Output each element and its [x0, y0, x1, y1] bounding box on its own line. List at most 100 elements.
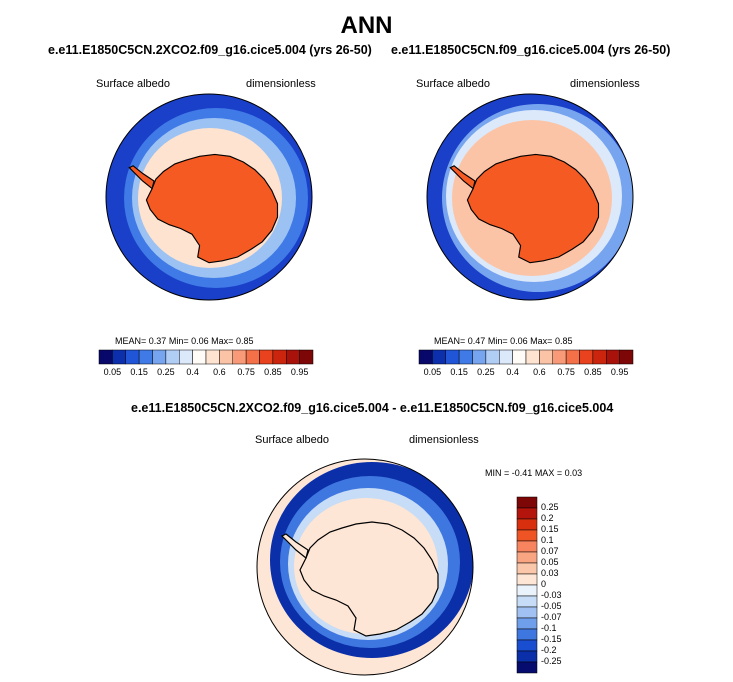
diff-colorbar-tick-label: 0.2: [541, 513, 554, 523]
diff-colorbar-swatch: [516, 617, 538, 630]
right-colorbar-swatch: [472, 349, 487, 365]
left-colorbar-swatch: [152, 349, 167, 365]
diff-colorbar-tick-label: -0.05: [541, 601, 562, 611]
right-colorbar-tick-label: 0.4: [506, 367, 519, 377]
diff-map: [256, 458, 474, 676]
right-colorbar-tick-label: 0.6: [533, 367, 546, 377]
left-colorbar-tick-label: 0.05: [103, 367, 122, 377]
diff-colorbar-tick-label: -0.15: [541, 634, 562, 644]
diff-min-value: -0.41: [511, 468, 533, 478]
diff-colorbar-tick-label: 0.25: [541, 502, 559, 512]
diff-variable-label: Surface albedo: [255, 434, 329, 446]
left-max-label: Max=: [211, 336, 234, 346]
right-colorbar-swatch: [512, 349, 527, 365]
diff-colorbar-swatch: [516, 507, 538, 520]
left-colorbar-swatch: [219, 349, 233, 365]
right-mean-label: MEAN=: [434, 336, 466, 346]
right-colorbar-swatch: [432, 349, 446, 365]
right-units-label: dimensionless: [570, 78, 640, 90]
diff-colorbar-tick-label: -0.2: [541, 645, 557, 655]
left-colorbar-swatch: [205, 349, 220, 365]
diff-colorbar-swatch: [516, 529, 538, 542]
diff-min-label: MIN =: [485, 468, 510, 478]
right-colorbar-swatch: [418, 349, 433, 365]
diff-colorbar-swatch: [516, 628, 538, 641]
left-min-label: Min=: [168, 336, 189, 346]
left-colorbar-tick-label: 0.95: [290, 367, 309, 377]
right-colorbar-swatch: [619, 349, 634, 365]
left-colorbar-swatch: [192, 349, 207, 365]
left-colorbar-swatch: [165, 349, 180, 365]
left-variable-label: Surface albedo: [96, 78, 170, 90]
diff-colorbar-tick-label: 0.1: [541, 535, 554, 545]
right-colorbar-swatch: [539, 349, 553, 365]
left-case-title: e.e11.E1850C5CN.2XCO2.f09_g16.cice5.004 …: [48, 43, 372, 57]
diff-colorbar-swatch: [516, 639, 538, 652]
right-min-label: Min=: [487, 336, 508, 346]
diff-colorbar-swatch: [516, 540, 538, 553]
diff-colorbar-swatch: [516, 518, 538, 531]
diff-colorbar-swatch: [516, 496, 538, 509]
diff-colorbar-tick-label: 0.07: [541, 546, 559, 556]
left-colorbar-swatch: [272, 349, 287, 365]
diff-colorbar-tick-label: 0: [541, 579, 547, 589]
left-colorbar-swatch: [138, 349, 153, 365]
diff-colorbar-swatch: [516, 562, 538, 575]
diff-max-value: 0.03: [564, 468, 583, 478]
diff-colorbar-tick-label: -0.1: [541, 623, 557, 633]
right-colorbar-swatch: [525, 349, 540, 365]
right-colorbar-tick-label: 0.75: [557, 367, 575, 377]
diff-colorbar-swatch: [516, 661, 538, 674]
diff-colorbar-tick-label: -0.07: [541, 612, 562, 622]
diff-colorbar-tick-label: 0.05: [541, 557, 559, 567]
right-colorbar-swatch: [499, 349, 513, 365]
left-min-value: 0.06: [191, 336, 209, 346]
right-stats: MEAN= 0.47 Min= 0.06 Max= 0.85: [434, 336, 572, 346]
diff-units-label: dimensionless: [409, 434, 479, 446]
diff-stats: MIN = -0.41 MAX = 0.03: [485, 468, 582, 478]
right-colorbar-tick-label: 0.95: [610, 367, 629, 377]
diff-colorbar-tick-label: -0.25: [541, 656, 562, 666]
diff-colorbar-swatch: [516, 595, 538, 608]
left-colorbar-swatch: [125, 349, 140, 365]
left-colorbar-tick-label: 0.25: [157, 367, 175, 377]
right-colorbar-tick-label: 0.85: [584, 367, 602, 377]
right-max-value: 0.85: [554, 336, 573, 346]
left-mean-label: MEAN=: [115, 336, 147, 346]
left-stats: MEAN= 0.37 Min= 0.06 Max= 0.85: [115, 336, 253, 346]
right-colorbar-swatch: [458, 349, 473, 365]
left-colorbar-tick-label: 0.75: [237, 367, 255, 377]
diff-colorbar-swatch: [516, 606, 538, 619]
right-max-label: Max=: [530, 336, 553, 346]
left-colorbar-swatch: [232, 349, 247, 365]
diff-colorbar-swatch: [516, 650, 538, 663]
diff-colorbar-tick-label: -0.03: [541, 590, 562, 600]
right-colorbar-tick-label: 0.05: [423, 367, 442, 377]
right-colorbar-tick-label: 0.25: [477, 367, 495, 377]
diff-max-label: MAX =: [534, 468, 563, 478]
right-colorbar-swatch: [552, 349, 567, 365]
left-max-value: 0.85: [235, 336, 254, 346]
left-colorbar-swatch: [299, 349, 314, 365]
diff-colorbar: [516, 496, 538, 674]
right-colorbar-swatch: [592, 349, 607, 365]
right-map: [426, 93, 634, 301]
right-colorbar-swatch: [565, 349, 580, 365]
right-case-title: e.e11.E1850C5CN.f09_g16.cice5.004 (yrs 2…: [391, 43, 671, 57]
left-colorbar-swatch: [245, 349, 260, 365]
right-colorbar: [418, 349, 634, 365]
right-colorbar-swatch: [579, 349, 594, 365]
right-colorbar-tick-label: 0.15: [450, 367, 468, 377]
left-colorbar-tick-label: 0.15: [130, 367, 148, 377]
main-title: ANN: [340, 12, 393, 39]
left-colorbar-swatch: [112, 349, 126, 365]
right-colorbar-swatch: [606, 349, 620, 365]
diff-colorbar-swatch: [516, 551, 538, 564]
diff-colorbar-tick-label: 0.03: [541, 568, 559, 578]
right-mean-value: 0.47: [467, 336, 486, 346]
right-colorbar-swatch: [485, 349, 500, 365]
diff-colorbar-swatch: [516, 584, 538, 597]
diff-colorbar-swatch: [516, 573, 538, 586]
left-colorbar: [98, 349, 314, 365]
